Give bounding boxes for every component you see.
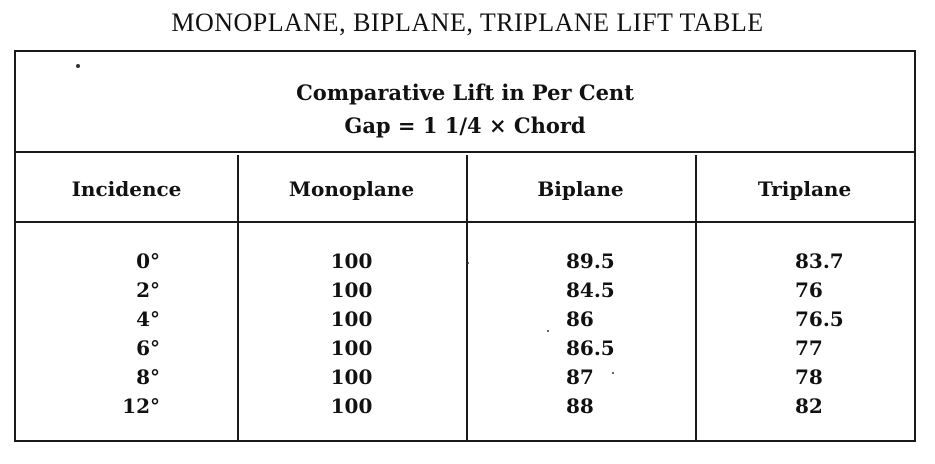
cell-biplane: 86 [566, 307, 594, 331]
cell-triplane: 76 [795, 278, 823, 302]
scan-speck [547, 330, 549, 332]
table-row: 8° 100 87 78 [16, 363, 914, 392]
cell-monoplane: 100 [330, 365, 373, 389]
table-row: 4° 100 86 76.5 [16, 305, 914, 334]
table-row: 6° 100 86.5 77 [16, 334, 914, 363]
table-body: 0° 100 89.5 83.7 2° 100 84.5 76 4° 100 8… [16, 247, 914, 421]
scan-speck [612, 372, 614, 374]
cell-biplane: 84.5 [566, 278, 615, 302]
cell-incidence: 4° [136, 307, 160, 331]
caption-line-1: Comparative Lift in Per Cent [296, 80, 634, 105]
column-divider [237, 155, 239, 440]
cell-monoplane: 100 [330, 278, 373, 302]
cell-biplane: 89.5 [566, 249, 615, 273]
column-divider [695, 155, 697, 440]
cell-triplane: 82 [795, 394, 823, 418]
lift-table: Comparative Lift in Per Cent Gap = 1 1/4… [14, 50, 916, 442]
cell-incidence: 0° [136, 249, 160, 273]
scan-speck [467, 262, 469, 264]
cell-monoplane: 100 [330, 394, 373, 418]
cell-monoplane: 100 [330, 336, 373, 360]
column-header-triplane: Triplane [757, 177, 852, 201]
cell-triplane: 77 [795, 336, 823, 360]
column-header-incidence: Incidence [71, 177, 182, 201]
cell-triplane: 83.7 [795, 249, 844, 273]
scan-speck [76, 64, 80, 68]
page-title: MONOPLANE, BIPLANE, TRIPLANE LIFT TABLE [171, 8, 764, 37]
column-divider [466, 155, 468, 440]
cell-triplane: 76.5 [795, 307, 844, 331]
column-header-monoplane: Monoplane [288, 177, 415, 201]
table-header-row: Incidence Monoplane Biplane Triplane [16, 155, 914, 223]
cell-triplane: 78 [795, 365, 823, 389]
cell-biplane: 87 [566, 365, 594, 389]
table-caption: Comparative Lift in Per Cent Gap = 1 1/4… [16, 52, 914, 153]
table-row: 2° 100 84.5 76 [16, 276, 914, 305]
cell-incidence: 6° [136, 336, 160, 360]
cell-monoplane: 100 [330, 249, 373, 273]
cell-incidence: 2° [136, 278, 160, 302]
table-row: 0° 100 89.5 83.7 [16, 247, 914, 276]
table-row: 12° 100 88 82 [16, 392, 914, 421]
column-header-biplane: Biplane [537, 177, 624, 201]
cell-biplane: 86.5 [566, 336, 615, 360]
cell-monoplane: 100 [330, 307, 373, 331]
cell-biplane: 88 [566, 394, 594, 418]
cell-incidence: 12° [122, 394, 160, 418]
cell-incidence: 8° [136, 365, 160, 389]
caption-line-2: Gap = 1 1/4 × Chord [344, 113, 586, 138]
